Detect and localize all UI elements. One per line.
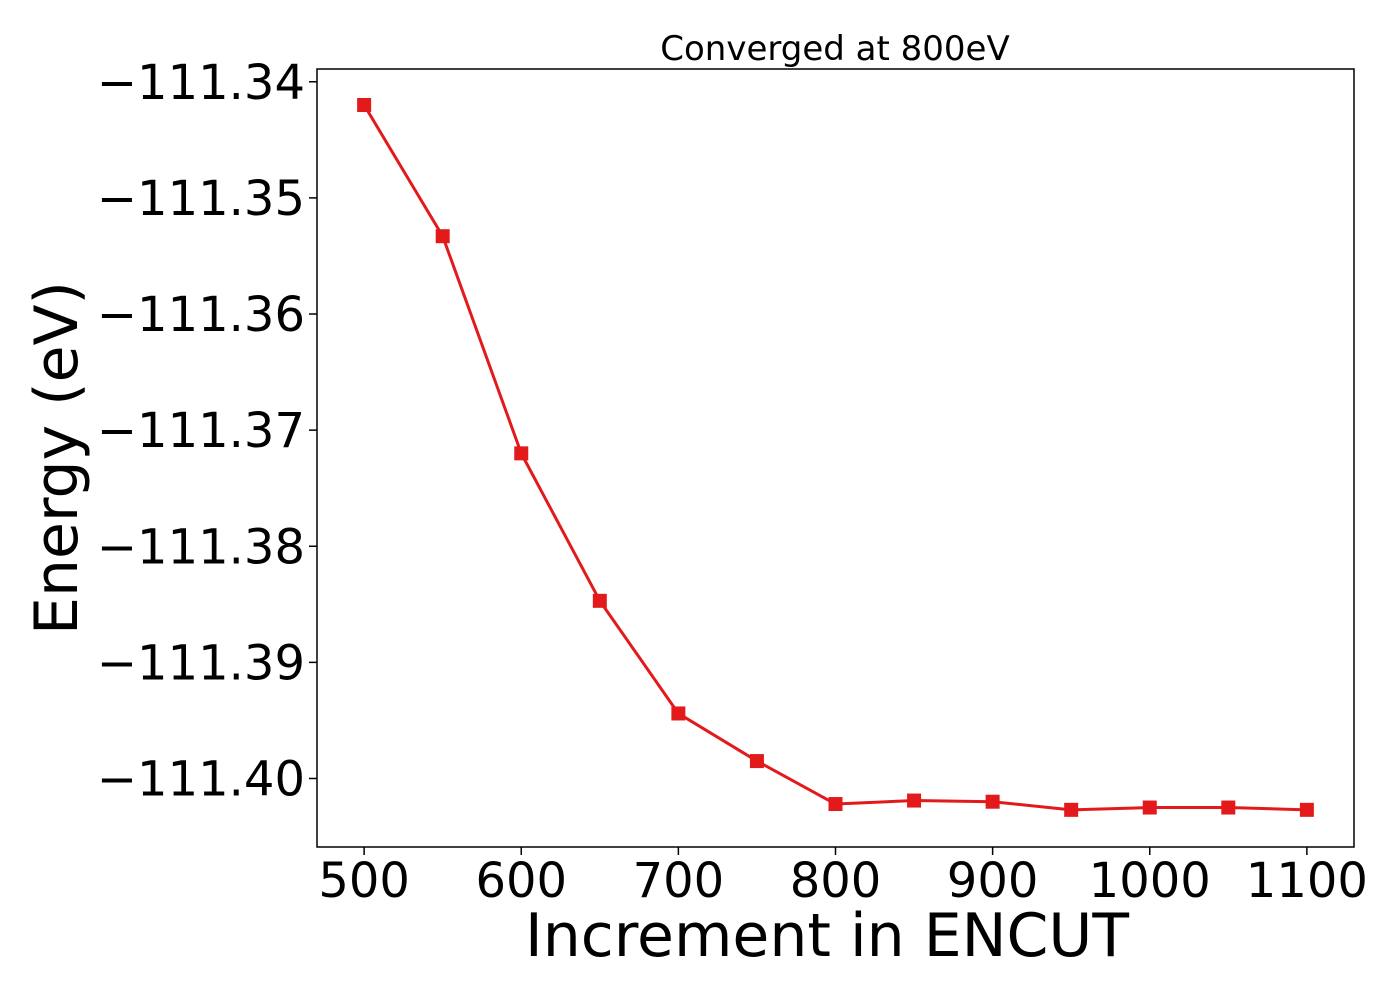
y-tick-label: −111.40	[97, 751, 305, 807]
x-tick-label: 800	[790, 853, 882, 909]
x-tick-label: 1100	[1246, 853, 1368, 909]
y-tick-label: −111.39	[97, 635, 305, 691]
data-point	[1064, 802, 1079, 817]
data-point	[1142, 800, 1157, 815]
data-point	[749, 754, 764, 769]
y-tick-label: −111.35	[97, 171, 305, 227]
data-point	[828, 797, 843, 812]
x-axis-ticks: 500 600 700 800 900 1000 1100	[318, 847, 1368, 909]
plot-area	[317, 69, 1354, 847]
data-point	[1299, 802, 1314, 817]
y-tick-label: −111.36	[97, 287, 305, 343]
chart-title: Converged at 800eV	[660, 29, 1009, 69]
x-tick-label: 1000	[1089, 853, 1211, 909]
y-tick-label: −111.37	[97, 403, 305, 459]
plot-frame	[316, 68, 1355, 848]
x-axis-title: Increment in ENCUT	[525, 901, 1129, 971]
data-point	[592, 593, 607, 608]
data-point	[357, 97, 372, 112]
y-axis-ticks: −111.34 −111.35 −111.36 −111.37 −111.38 −111.…	[97, 55, 317, 807]
x-tick-label: 600	[475, 853, 567, 909]
data-point	[985, 794, 1000, 809]
y-tick-label: −111.38	[97, 519, 305, 575]
data-point	[1221, 800, 1236, 815]
y-tick-label: −111.34	[97, 55, 305, 111]
x-tick-label: 900	[947, 853, 1039, 909]
x-tick-label: 700	[633, 853, 725, 909]
series-markers	[357, 97, 1314, 817]
y-axis-title: Energy (eV)	[22, 281, 92, 635]
data-point	[514, 446, 529, 461]
data-point	[907, 793, 922, 808]
data-point	[435, 229, 450, 244]
data-point	[671, 706, 686, 721]
x-tick-label: 500	[318, 853, 410, 909]
